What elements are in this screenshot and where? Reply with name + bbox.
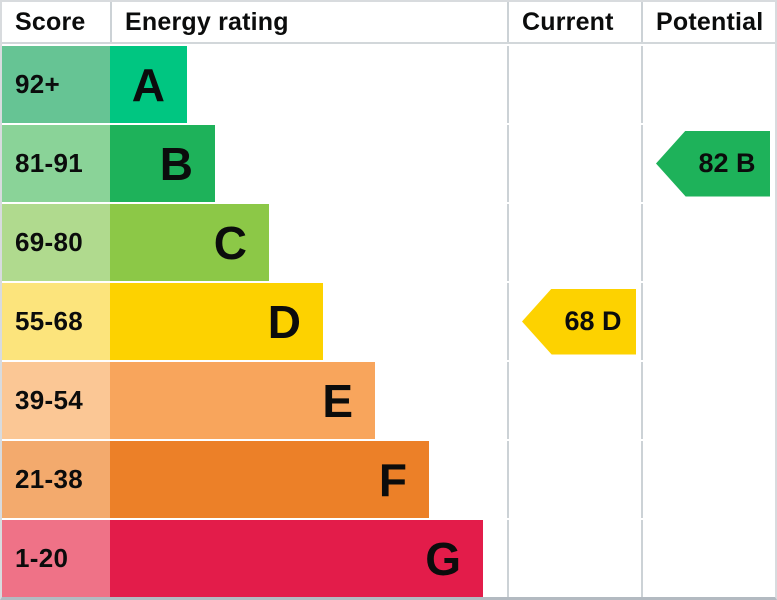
score-range: 21-38 [2,441,110,518]
current-cell [507,125,641,202]
rating-row-d: 55-68 D 68 D [2,283,775,360]
rating-bar-area: E [110,362,507,439]
rating-bar: A [110,46,187,123]
score-range: 39-54 [2,362,110,439]
current-cell [507,520,641,597]
rating-letter: C [213,216,247,269]
rating-rows: 92+ A 81-91 B 82 B 69-80 C 55-68 [2,44,775,597]
current-cell: 68 D [507,283,641,360]
rating-row-e: 39-54 E [2,362,775,439]
rating-row-f: 21-38 F [2,441,775,518]
rating-bar-area: D [110,283,507,360]
current-rating-label: 68 D [564,306,622,336]
header-potential: Potential [641,2,775,42]
rating-bar: B [110,125,215,202]
potential-cell [641,362,775,439]
header-score: Score [15,7,86,36]
header-energy-rating: Energy rating [110,2,507,42]
rating-bar: F [110,441,429,518]
score-range: 92+ [2,46,110,123]
rating-letter: B [159,137,193,190]
potential-cell: 82 B [641,125,775,202]
potential-rating-arrow: 82 B [656,130,770,197]
rating-bar: C [110,204,269,281]
rating-bar-area: F [110,441,507,518]
potential-rating-label: 82 B [698,148,756,178]
score-range: 81-91 [2,125,110,202]
rating-letter: G [425,532,461,585]
current-cell [507,362,641,439]
current-cell [507,46,641,123]
header-current: Current [507,2,641,42]
current-cell [507,441,641,518]
potential-cell [641,283,775,360]
rating-bar-area: A [110,46,507,123]
rating-bar-area: C [110,204,507,281]
potential-cell [641,520,775,597]
rating-row-c: 69-80 C [2,204,775,281]
current-rating-arrow: 68 D [522,288,636,355]
potential-cell [641,46,775,123]
rating-row-g: 1-20 G [2,520,775,597]
score-range: 55-68 [2,283,110,360]
header-row: Score Energy rating Current Potential [2,2,775,44]
potential-cell [641,441,775,518]
rating-bar-area: B [110,125,507,202]
score-range: 69-80 [2,204,110,281]
rating-letter: F [378,453,407,506]
rating-bar: E [110,362,375,439]
rating-bar: G [110,520,483,597]
rating-bar-area: G [110,520,507,597]
rating-row-b: 81-91 B 82 B [2,125,775,202]
score-range: 1-20 [2,520,110,597]
current-cell [507,204,641,281]
rating-row-a: 92+ A [2,46,775,123]
rating-letter: A [131,58,165,111]
potential-cell [641,204,775,281]
rating-letter: E [322,374,353,427]
rating-letter: D [267,295,301,348]
rating-bar: D [110,283,323,360]
